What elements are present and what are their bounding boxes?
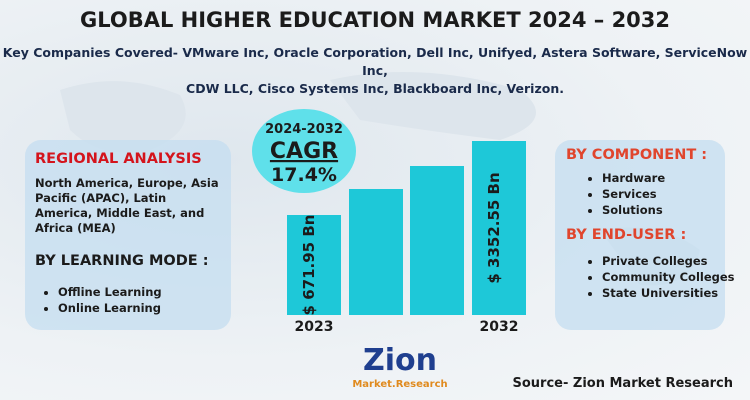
source: Source- Zion Market Research xyxy=(513,376,734,391)
mode-title: BY LEARNING MODE : xyxy=(35,253,209,269)
component-list: Hardware Services Solutions xyxy=(580,170,665,218)
bar xyxy=(349,189,403,315)
left-panel xyxy=(25,140,231,330)
logo-name: Zion xyxy=(363,343,437,378)
list-item: Offline Learning xyxy=(58,284,162,300)
bar xyxy=(287,215,341,315)
list-item: Services xyxy=(602,186,665,202)
cagr-badge xyxy=(252,109,356,193)
mode-list: Offline Learning Online Learning xyxy=(36,284,162,316)
list-item: Hardware xyxy=(602,170,665,186)
cagr-value: 17.4% xyxy=(271,164,337,186)
bar xyxy=(410,166,464,315)
year-label: 2032 xyxy=(480,319,519,335)
bar-label: $ 671.95 Bn xyxy=(300,215,318,316)
component-title: BY COMPONENT : xyxy=(566,147,708,163)
end-user-list: Private Colleges Community Colleges Stat… xyxy=(580,253,735,301)
list-item: State Universities xyxy=(602,285,735,301)
list-item: Community Colleges xyxy=(602,269,735,285)
cagr-period: 2024-2032 xyxy=(265,122,343,137)
logo-tagline: Market.Research xyxy=(352,379,447,390)
subtitle-line: Key Companies Covered- VMware Inc, Oracl… xyxy=(2,45,748,78)
subtitle: Key Companies Covered- VMware Inc, Oracl… xyxy=(0,44,750,98)
title: GLOBAL HIGHER EDUCATION MARKET 2024 – 20… xyxy=(79,8,671,32)
list-item: Online Learning xyxy=(58,300,162,316)
end-user-title: BY END-USER : xyxy=(566,227,687,243)
list-item: Solutions xyxy=(602,202,665,218)
list-item: Private Colleges xyxy=(602,253,735,269)
year-label: 2023 xyxy=(295,319,334,335)
text-line: North America, Europe, Asia xyxy=(35,176,219,190)
subtitle-line: CDW LLC, Cisco Systems Inc, Blackboard I… xyxy=(186,81,564,96)
regional-title: REGIONAL ANALYSIS xyxy=(35,151,202,167)
bar-label: $ 3352.55 Bn xyxy=(485,172,503,283)
text-line: Africa (MEA) xyxy=(35,221,116,235)
text-line: America, Middle East, and xyxy=(35,206,205,220)
right-panel xyxy=(555,140,725,330)
text-line: Pacific (APAC), Latin xyxy=(35,191,167,205)
bar xyxy=(472,141,526,315)
regional-text: North America, Europe, Asia Pacific (APA… xyxy=(35,176,219,236)
cagr-label: CAGR xyxy=(270,139,338,164)
